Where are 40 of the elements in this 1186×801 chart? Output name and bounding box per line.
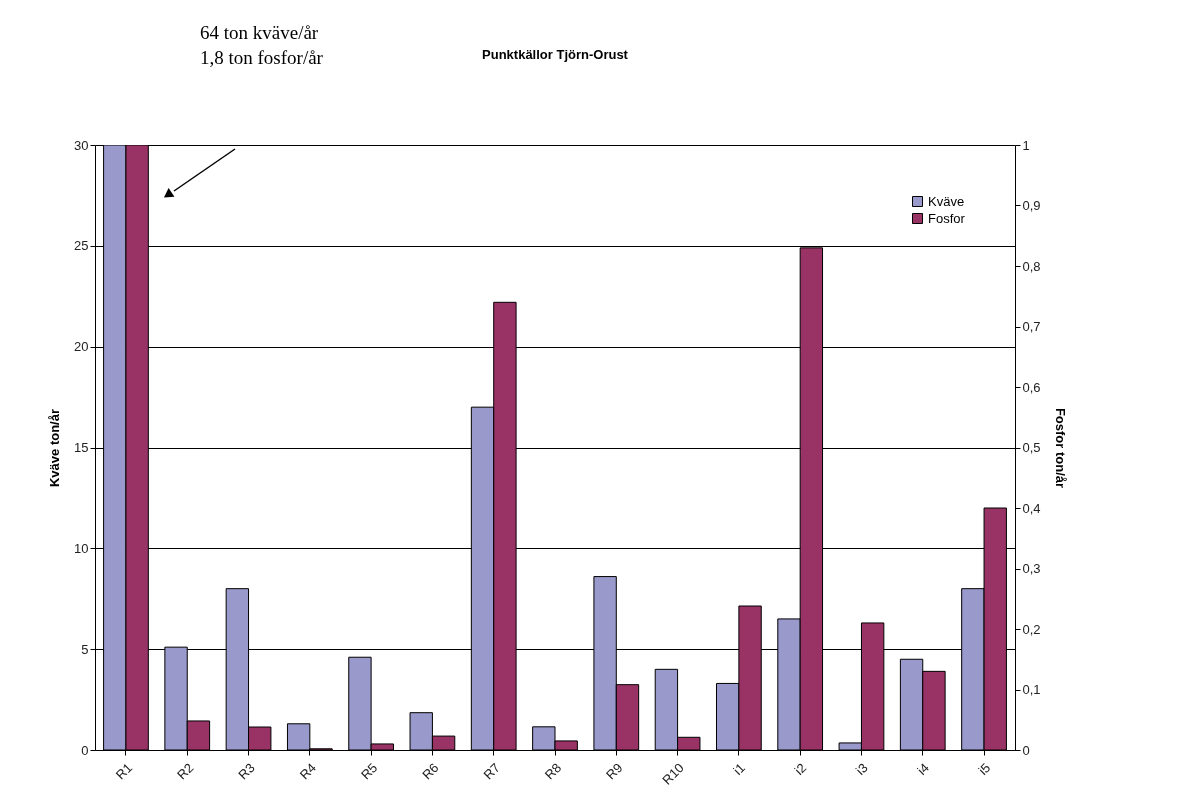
x-tick-label: i5 bbox=[975, 760, 994, 778]
y-tick-label: 10 bbox=[74, 540, 89, 556]
x-tick-label: R9 bbox=[603, 760, 626, 783]
x-tick-label: i1 bbox=[730, 760, 749, 778]
x-tick-label: R7 bbox=[480, 760, 503, 783]
y-tick-label: 20 bbox=[74, 339, 89, 355]
y2-tick-label: 0,5 bbox=[1022, 440, 1041, 455]
y-tick-label: 30 bbox=[74, 137, 89, 153]
x-tick-label: R3 bbox=[235, 760, 258, 783]
y2-tick-label: 0,6 bbox=[1022, 379, 1041, 395]
y-tick-label: 0 bbox=[81, 742, 89, 758]
text: 1,8 ton fosfor/år bbox=[200, 47, 324, 68]
y2-tick-label: 0,7 bbox=[1022, 319, 1041, 334]
text: 64 ton kväve/år bbox=[200, 22, 319, 43]
x-tick-label: i2 bbox=[791, 760, 810, 778]
x-tick-label: i4 bbox=[914, 760, 932, 778]
x-tick-label: R5 bbox=[357, 760, 381, 783]
y-tick-label: 15 bbox=[74, 440, 89, 455]
x-tick-label: R10 bbox=[659, 760, 687, 788]
x-tick-label: R8 bbox=[541, 760, 565, 783]
y2-tick-label: 0,1 bbox=[1022, 682, 1041, 697]
y2-tick-label: 1 bbox=[1022, 137, 1030, 153]
x-tick-label: R2 bbox=[174, 760, 197, 783]
y-axis-title: Kväve ton/år bbox=[47, 408, 63, 488]
y2-tick-label: 0,3 bbox=[1022, 561, 1041, 576]
x-tick-label: i3 bbox=[852, 760, 871, 778]
legend-label: Fosfor bbox=[928, 210, 966, 226]
y2-tick-label: 0,9 bbox=[1022, 198, 1041, 213]
y2-tick-label: 0 bbox=[1022, 742, 1030, 758]
y2-tick-label: 0,8 bbox=[1022, 258, 1041, 274]
y2-axis-title: Fosfor ton/år bbox=[1052, 407, 1068, 489]
x-tick-label: R6 bbox=[419, 760, 442, 783]
y2-tick-label: 0,2 bbox=[1022, 621, 1041, 637]
legend-label: Kväve bbox=[928, 193, 965, 209]
y-tick-label: 25 bbox=[74, 238, 89, 254]
chart-title: Punktkällor Tjörn-Orust bbox=[482, 47, 629, 62]
x-tick-label: R1 bbox=[112, 760, 136, 783]
y2-tick-label: 0,4 bbox=[1022, 500, 1041, 516]
y-tick-label: 5 bbox=[81, 641, 89, 657]
x-tick-label: R4 bbox=[296, 760, 320, 783]
